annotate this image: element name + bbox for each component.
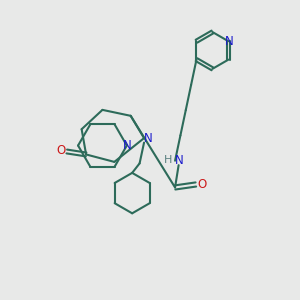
Text: N: N bbox=[225, 35, 233, 48]
Text: H: H bbox=[164, 155, 173, 165]
Text: O: O bbox=[197, 178, 206, 191]
Text: O: O bbox=[56, 143, 65, 157]
Text: N: N bbox=[144, 132, 153, 145]
Text: N: N bbox=[175, 154, 184, 166]
Text: N: N bbox=[123, 139, 132, 152]
